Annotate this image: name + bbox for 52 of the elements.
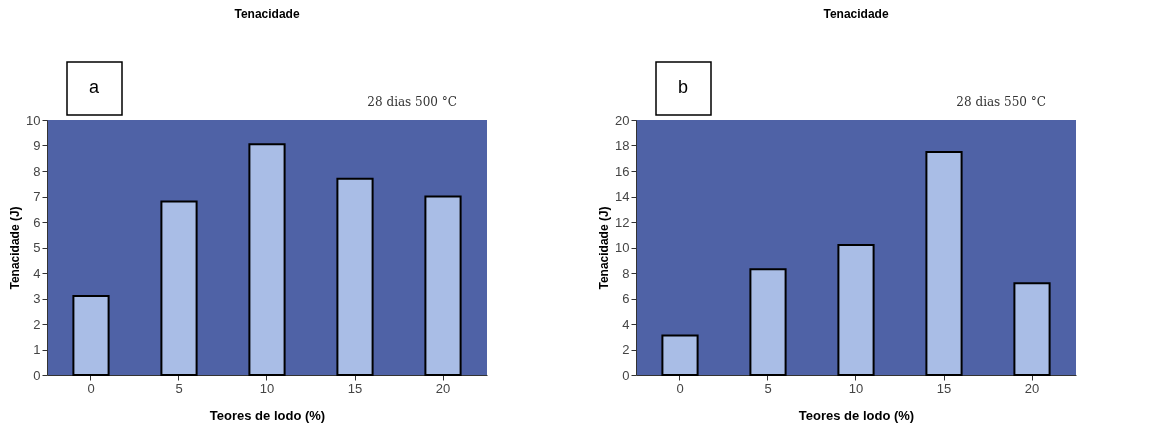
y-tick-label: 6 [622, 291, 630, 306]
x-tick-label: 15 [936, 380, 952, 396]
chart-title: Tenacidade [234, 7, 300, 22]
x-tick-label: 0 [676, 380, 684, 396]
y-axis-title: Tenacidade (J) [8, 206, 23, 290]
bar [749, 268, 787, 376]
y-tick-label: 9 [33, 138, 41, 153]
y-tick-label: 20 [615, 112, 630, 128]
x-tick-label: 20 [435, 380, 451, 396]
y-tick-label: 3 [33, 291, 41, 306]
x-axis-title: Teores de lodo (%) [209, 407, 326, 423]
x-tick-label: 10 [259, 380, 275, 396]
bar [160, 200, 198, 376]
bar [424, 195, 462, 376]
y-tick-label: 5 [33, 240, 41, 255]
y-tick-label: 7 [33, 189, 41, 204]
y-tick-label: 4 [33, 265, 41, 281]
y-tick-label: 8 [622, 265, 630, 281]
x-tick-label: 5 [764, 380, 772, 396]
y-tick-label: 18 [615, 138, 630, 153]
bar [336, 177, 374, 376]
y-tick-label: 4 [622, 316, 630, 332]
y-tick-label: 10 [26, 112, 41, 128]
x-axis-title: Teores de lodo (%) [798, 407, 915, 423]
y-tick-label: 6 [33, 214, 41, 230]
y-tick-label: 14 [615, 189, 630, 204]
bar [837, 243, 875, 376]
y-tick-label: 2 [33, 316, 41, 332]
x-tick-label: 15 [347, 380, 363, 396]
y-tick-label: 0 [33, 367, 41, 383]
y-tick-label: 8 [33, 163, 41, 179]
y-axis-title: Tenacidade (J) [597, 206, 612, 290]
text: b [677, 77, 689, 97]
y-tick-label: 16 [615, 163, 630, 179]
bar [1013, 282, 1051, 376]
y-tick-label: 10 [615, 240, 630, 255]
x-tick-label: 10 [848, 380, 864, 396]
x-tick-label: 0 [87, 380, 95, 396]
bar [925, 150, 963, 376]
chart-title: Tenacidade [823, 7, 889, 22]
y-tick-label: 12 [615, 214, 630, 230]
x-tick-label: 20 [1024, 380, 1040, 396]
text: a [88, 77, 100, 97]
y-tick-label: 2 [622, 342, 630, 357]
bar [72, 294, 110, 376]
y-tick-label: 1 [33, 342, 41, 357]
text: 28 dias 500 °C [367, 95, 457, 109]
x-tick-label: 5 [175, 380, 183, 396]
bar [248, 143, 286, 376]
text: 28 dias 550 °C [956, 95, 1046, 109]
bar [661, 334, 699, 376]
y-tick-label: 0 [622, 367, 630, 383]
